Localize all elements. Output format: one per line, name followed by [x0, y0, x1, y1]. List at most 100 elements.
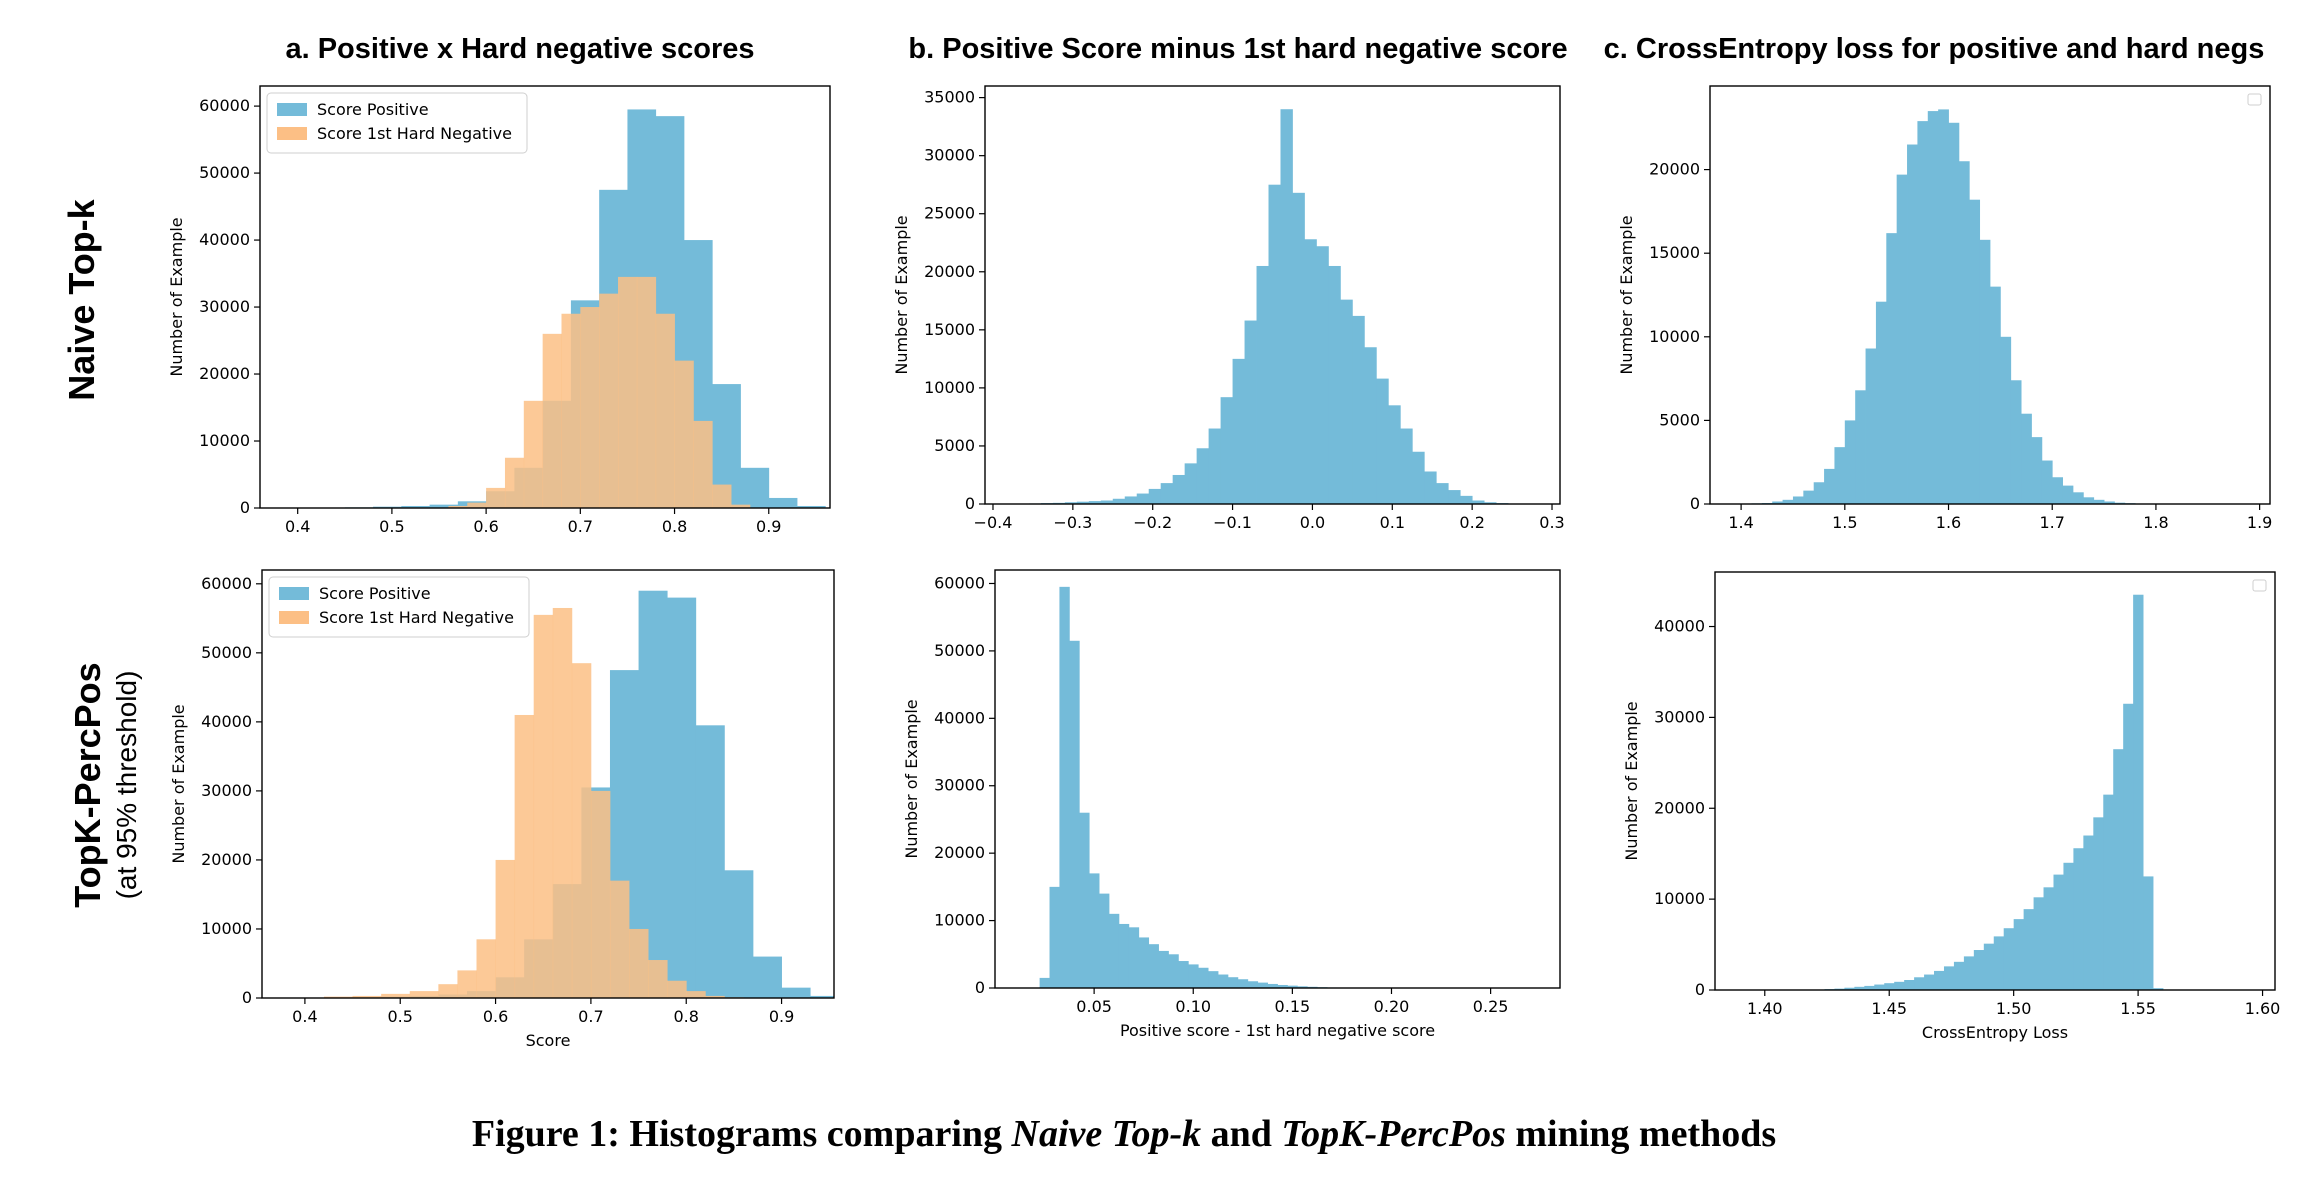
legend-swatch-1 — [279, 611, 309, 624]
panel-b-naive: −0.4 −0.3 −0.2 −0.1 0.0 0.1 0.2 0.3 0 5000 10000 15… — [892, 85, 1565, 532]
bar-positive-8 — [1088, 501, 1102, 504]
bar-negative-6 — [476, 939, 496, 998]
x-tick-label: −0.2 — [1133, 513, 1172, 532]
bar-negative-13 — [609, 880, 630, 998]
column-title-a: a. Positive x Hard negative scores — [285, 33, 754, 65]
bar-negative-11 — [655, 313, 675, 508]
y-tick-label: 10000 — [934, 911, 985, 930]
bar-positive-20 — [2013, 919, 2025, 990]
bar-positive-8 — [1894, 981, 1905, 990]
bar-positive-33 — [2083, 497, 2095, 504]
x-tick-label: 1.6 — [1936, 513, 1961, 532]
y-axis-label: Number of Example — [167, 217, 186, 376]
bar-positive-19 — [1227, 977, 1239, 988]
bar-negative-1 — [352, 995, 382, 998]
bar-positive-40 — [1472, 500, 1485, 504]
bar-positive-27 — [1316, 246, 1329, 504]
bar-negative-6 — [561, 313, 581, 508]
legend-label-0: Score Positive — [317, 100, 429, 119]
y-tick-label: 30000 — [199, 297, 250, 316]
bar-positive-6 — [1803, 490, 1815, 504]
caption-mid: and — [1201, 1113, 1281, 1155]
legend-box-empty — [2247, 93, 2262, 106]
y-axis-label: Number of Example — [169, 704, 188, 863]
x-tick-label: 0.9 — [756, 517, 781, 536]
bar-negative-16 — [667, 980, 687, 998]
y-tick-label: 25000 — [924, 204, 975, 223]
y-tick-label: 0 — [1690, 494, 1700, 513]
bar-positive-18 — [1993, 936, 2005, 990]
bar-positive-34 — [2153, 988, 2164, 990]
legend-swatch-0 — [279, 587, 309, 600]
y-tick-label: 5000 — [934, 436, 975, 455]
bar-positive-35 — [1412, 451, 1425, 504]
bar-negative-0 — [448, 505, 468, 508]
x-tick-label: 0.1 — [1380, 513, 1405, 532]
y-tick-label: 15000 — [924, 320, 975, 339]
legend-label-0: Score Positive — [319, 584, 431, 603]
bar-negative-4 — [523, 400, 544, 508]
bar-negative-9 — [533, 614, 554, 998]
bar-negative-3 — [504, 457, 525, 508]
x-tick-label: 1.5 — [1832, 513, 1857, 532]
x-tick-label: 0.8 — [662, 517, 687, 536]
bar-positive-15 — [752, 956, 782, 998]
bar-positive-36 — [1424, 471, 1437, 504]
bar-positive-25 — [1292, 192, 1305, 504]
x-tick-label: 1.55 — [2120, 999, 2156, 1018]
bar-negative-9 — [618, 276, 638, 508]
x-tick-label: 0.20 — [1374, 997, 1410, 1016]
y-tick-label: 40000 — [934, 708, 985, 727]
bar-positive-12 — [1158, 950, 1169, 988]
x-tick-label: 1.60 — [2245, 999, 2281, 1018]
x-tick-label: 0.10 — [1175, 997, 1211, 1016]
y-tick-label: 5000 — [1659, 410, 1700, 429]
y-tick-label: 60000 — [199, 96, 250, 115]
bar-positive-10 — [1112, 498, 1126, 504]
bar-positive-20 — [1237, 979, 1249, 988]
y-tick-label: 20000 — [201, 850, 252, 869]
bar-positive-21 — [1958, 161, 1970, 504]
x-tick-label: 0.05 — [1076, 997, 1112, 1016]
x-tick-label: 1.4 — [1728, 513, 1753, 532]
panel-c-perc: 1.40 1.45 1.50 1.55 1.60 0 10000 20000 30000 4000… — [1622, 571, 2281, 1042]
x-tick-label: −0.1 — [1213, 513, 1252, 532]
bar-negative-17 — [686, 991, 706, 998]
bar-positive-15 — [1172, 474, 1186, 504]
y-tick-label: 10000 — [199, 431, 250, 450]
x-tick-label: 1.8 — [2143, 513, 2168, 532]
bar-positive-12 — [1865, 348, 1877, 504]
histogram-panels: 0.4 0.5 0.6 0.7 0.8 0.9 0 10000 20000 30000 40000 5… — [167, 85, 2281, 1050]
bar-positive-13 — [1943, 966, 1955, 990]
plot-frame — [1709, 85, 2271, 505]
bar-positive-22 — [1256, 265, 1269, 504]
bar-negative-10 — [552, 607, 573, 998]
bar-negative-1 — [467, 502, 487, 508]
bar-positive-13 — [1168, 954, 1179, 988]
bar-positive-19 — [1938, 109, 1949, 504]
bar-positive-30 — [2052, 477, 2063, 504]
bar-positive-25 — [1287, 985, 1298, 988]
bar-negative-8 — [599, 293, 619, 508]
bars — [1814, 594, 2164, 990]
bar-positive-23 — [1267, 983, 1278, 988]
bar-positive-20 — [1232, 358, 1245, 504]
bar-positive-7 — [1108, 913, 1120, 988]
caption-em-naive: Naive Top-k — [1011, 1113, 1202, 1155]
bar-positive-13 — [1148, 488, 1162, 504]
bar-positive-16 — [768, 497, 798, 508]
x-tick-label: 1.7 — [2039, 513, 2064, 532]
legend-box — [266, 92, 528, 154]
bar-negative-12 — [674, 360, 694, 508]
y-tick-label: 10000 — [1649, 327, 1700, 346]
bar-positive-18 — [1927, 111, 1939, 504]
bar-positive-14 — [1953, 961, 1965, 990]
x-axis-label: CrossEntropy Loss — [1922, 1023, 2068, 1042]
bar-positive-30 — [2113, 749, 2124, 990]
bar-positive-24 — [1277, 984, 1288, 988]
bar-positive-27 — [2083, 835, 2094, 990]
bar-positive-26 — [1304, 239, 1317, 504]
bar-positive-5 — [1864, 985, 1875, 990]
x-tick-label: 0.15 — [1275, 997, 1311, 1016]
